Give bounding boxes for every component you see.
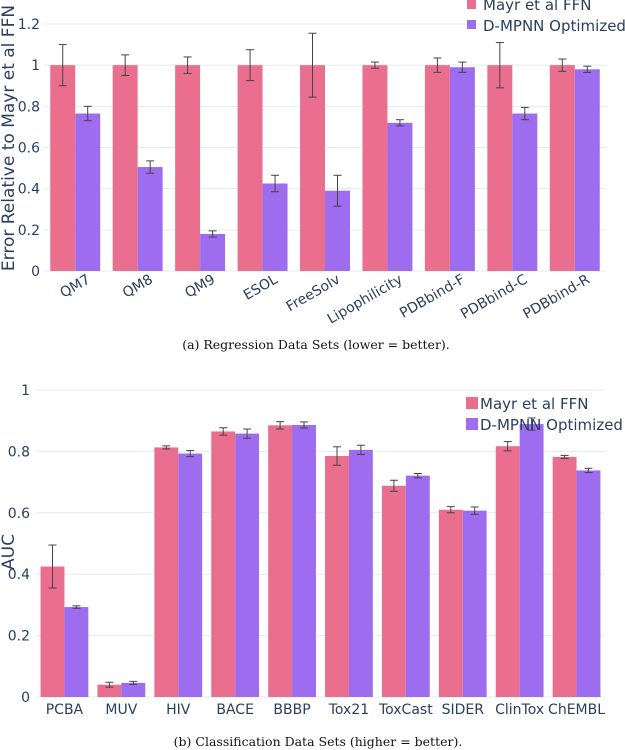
bar — [64, 607, 89, 697]
x-tick-label: QM7 — [57, 272, 93, 302]
bar — [512, 113, 538, 271]
y-tick-label: 0.2 — [8, 629, 30, 645]
classification-legend-swatch-mayr — [466, 397, 478, 409]
bar — [175, 65, 201, 272]
bar — [262, 183, 288, 271]
bar — [449, 67, 475, 271]
bar — [121, 682, 146, 697]
bar — [424, 65, 450, 272]
classification-y-axis-title: AUC — [0, 534, 19, 570]
classification-legend-label-mayr: Mayr et al FFN — [480, 395, 588, 413]
classification-chart: 0 0.2 0.4 0.6 0.8 1 PCBA MUV HIV BACE BBBP Tox21 To… — [0, 383, 623, 749]
x-tick-label: QM8 — [120, 272, 156, 302]
y-tick-label: 0 — [31, 264, 40, 280]
x-tick-label: Tox21 — [328, 702, 369, 718]
x-tick-label: BBBP — [273, 702, 310, 718]
regression-caption: (a) Regression Data Sets (lower = better… — [182, 337, 450, 352]
regression-y-ticks: 0 0.2 0.4 0.6 0.8 1 1.2 — [18, 17, 40, 280]
regression-legend-swatch-mayr — [467, 0, 476, 9]
x-tick-label: PDBbind-R — [521, 271, 593, 322]
y-tick-label: 0 — [21, 690, 30, 706]
bar — [576, 470, 601, 697]
y-tick-label: 0.4 — [18, 182, 40, 198]
classification-x-ticks: PCBA MUV HIV BACE BBBP Tox21 ToxCast SIDER ClinT… — [46, 702, 605, 718]
bar — [75, 113, 101, 271]
bar — [552, 456, 577, 697]
classification-y-ticks: 0 0.2 0.4 0.6 0.8 1 — [8, 383, 30, 706]
x-tick-label: ToxCast — [378, 702, 433, 718]
bar — [292, 424, 316, 697]
classification-error-bars — [48, 417, 593, 688]
classification-legend-swatch-dmpnn — [466, 418, 478, 430]
bar — [112, 65, 138, 272]
x-tick-label: BACE — [216, 702, 254, 718]
bar — [348, 449, 373, 697]
y-tick-label: 0.8 — [18, 99, 40, 115]
bar — [40, 566, 65, 697]
regression-bars — [50, 65, 600, 272]
bar — [381, 485, 406, 697]
y-tick-label: 0.6 — [8, 506, 30, 522]
bar — [154, 447, 179, 697]
classification-legend: Mayr et al FFN D-MPNN Optimized — [466, 395, 623, 434]
bar — [268, 425, 293, 697]
y-tick-label: 0.8 — [8, 444, 30, 460]
x-tick-label: PDBbind-F — [397, 272, 468, 322]
x-tick-label: SIDER — [442, 702, 485, 718]
bar — [325, 456, 349, 697]
bar — [487, 65, 513, 272]
bar — [50, 65, 76, 272]
y-tick-label: 0.2 — [18, 223, 40, 239]
regression-legend-label-mayr: Mayr et al FFN — [483, 0, 591, 14]
regression-chart: 00.20.40.60.811.2 QM7 QM8 QM9 ESOL FreeSolvL… — [0, 0, 625, 352]
x-tick-label: QM9 — [182, 272, 218, 302]
bar — [405, 475, 430, 697]
x-tick-label: ESOL — [241, 272, 281, 304]
bar — [438, 509, 463, 697]
regression-legend-label-dmpnn: D-MPNN Optimized — [483, 17, 625, 35]
classification-bars — [40, 424, 601, 697]
x-tick-label: PDBbind-C — [458, 272, 530, 323]
y-tick-label: 0.4 — [8, 567, 30, 583]
classification-legend-label-dmpnn: D-MPNN Optimized — [480, 416, 623, 434]
y-tick-label: 1.2 — [18, 17, 40, 33]
x-tick-label: PCBA — [46, 702, 84, 718]
bar — [549, 65, 575, 272]
bar — [97, 684, 122, 697]
classification-caption: (b) Classification Data Sets (higher = b… — [174, 734, 463, 749]
regression-error-bars — [58, 32, 592, 238]
regression-x-ticks: QM7 QM8 QM9 ESOL FreeSolvLipophilicityPDBbin… — [57, 271, 593, 327]
bar — [495, 446, 520, 697]
bar — [200, 233, 226, 271]
bar — [519, 424, 544, 697]
y-tick-label: 0.6 — [18, 141, 40, 157]
bar — [387, 122, 413, 271]
x-tick-label: HIV — [166, 702, 191, 718]
regression-y-axis-title: Error Relative to Mayr et al FFN — [0, 5, 19, 271]
bar — [178, 453, 203, 697]
bar — [574, 69, 600, 272]
regression-legend-swatch-dmpnn — [467, 20, 476, 29]
bar — [462, 510, 487, 697]
bar — [235, 433, 260, 697]
x-tick-label: ChEMBL — [548, 702, 605, 718]
y-tick-label: 1 — [21, 383, 30, 399]
bar — [237, 65, 263, 272]
y-tick-label: 1 — [31, 58, 40, 74]
bar — [362, 65, 388, 272]
bar — [211, 431, 236, 697]
x-tick-label: ClinTox — [495, 702, 544, 718]
regression-legend: Mayr et al FFN D-MPNN Optimized — [467, 0, 625, 35]
bar — [137, 167, 163, 271]
x-tick-label: MUV — [105, 702, 137, 718]
bar — [300, 65, 325, 272]
